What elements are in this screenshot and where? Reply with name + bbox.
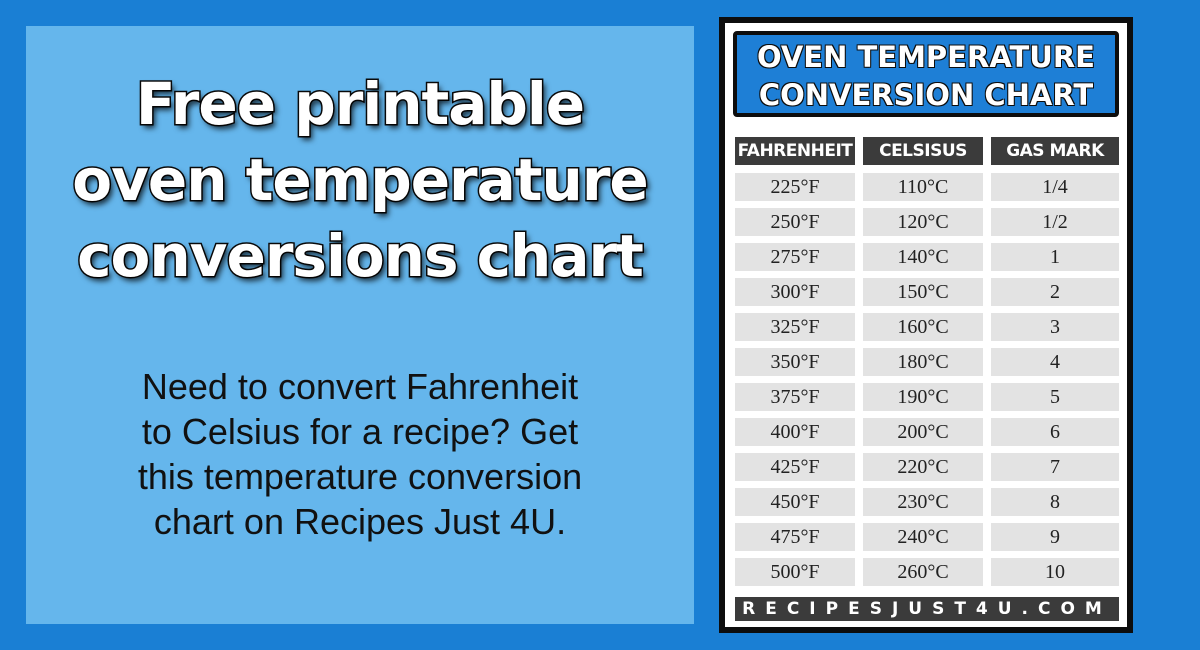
header-fahrenheit: FAHRENHEIT bbox=[735, 137, 855, 165]
description-line: to Celsius for a recipe? Get bbox=[141, 411, 579, 452]
chart-title-line: CONVERSION CHART bbox=[758, 78, 1094, 112]
headline-line: conversions chart bbox=[76, 221, 646, 292]
cell-celsius: 260°C bbox=[863, 558, 983, 586]
cell-fahrenheit: 500°F bbox=[735, 558, 855, 586]
cell-gas-mark: 10 bbox=[991, 558, 1119, 586]
cell-fahrenheit: 275°F bbox=[735, 243, 855, 271]
website-footer: RECIPESJUST4U.COM bbox=[735, 597, 1119, 621]
description-line: Need to convert Fahrenheit bbox=[141, 366, 579, 407]
cell-celsius: 120°C bbox=[863, 208, 983, 236]
cell-gas-mark: 8 bbox=[991, 488, 1119, 516]
cell-celsius: 110°C bbox=[863, 173, 983, 201]
cell-fahrenheit: 325°F bbox=[735, 313, 855, 341]
cell-gas-mark: 1 bbox=[991, 243, 1119, 271]
headline-line: Free printable bbox=[134, 69, 586, 140]
headline: Free printable oven temperature conversi… bbox=[26, 66, 694, 294]
cell-gas-mark: 4 bbox=[991, 348, 1119, 376]
cell-gas-mark: 1/2 bbox=[991, 208, 1119, 236]
cell-fahrenheit: 375°F bbox=[735, 383, 855, 411]
headline-line: oven temperature bbox=[71, 145, 651, 216]
cell-celsius: 160°C bbox=[863, 313, 983, 341]
description-line: chart on Recipes Just 4U. bbox=[153, 501, 567, 542]
chart-title: OVEN TEMPERATURE CONVERSION CHART bbox=[733, 31, 1119, 117]
cell-celsius: 180°C bbox=[863, 348, 983, 376]
cell-fahrenheit: 450°F bbox=[735, 488, 855, 516]
cell-celsius: 190°C bbox=[863, 383, 983, 411]
cell-fahrenheit: 250°F bbox=[735, 208, 855, 236]
cell-gas-mark: 6 bbox=[991, 418, 1119, 446]
cell-fahrenheit: 225°F bbox=[735, 173, 855, 201]
cell-celsius: 240°C bbox=[863, 523, 983, 551]
cell-fahrenheit: 400°F bbox=[735, 418, 855, 446]
cell-gas-mark: 2 bbox=[991, 278, 1119, 306]
conversion-chart: OVEN TEMPERATURE CONVERSION CHART RECIPE… bbox=[725, 23, 1127, 627]
cell-celsius: 150°C bbox=[863, 278, 983, 306]
cell-gas-mark: 7 bbox=[991, 453, 1119, 481]
cell-fahrenheit: 425°F bbox=[735, 453, 855, 481]
cell-celsius: 200°C bbox=[863, 418, 983, 446]
cell-gas-mark: 9 bbox=[991, 523, 1119, 551]
header-celsius: CELSISUS bbox=[863, 137, 983, 165]
cell-gas-mark: 3 bbox=[991, 313, 1119, 341]
cell-fahrenheit: 300°F bbox=[735, 278, 855, 306]
header-gas-mark: GAS MARK bbox=[991, 137, 1119, 165]
cell-gas-mark: 5 bbox=[991, 383, 1119, 411]
promo-panel: Free printable oven temperature conversi… bbox=[26, 26, 694, 624]
cell-fahrenheit: 350°F bbox=[735, 348, 855, 376]
chart-title-line: OVEN TEMPERATURE bbox=[756, 40, 1095, 74]
description-line: this temperature conversion bbox=[137, 456, 583, 497]
cell-celsius: 140°C bbox=[863, 243, 983, 271]
conversion-chart-card: OVEN TEMPERATURE CONVERSION CHART RECIPE… bbox=[719, 17, 1133, 633]
cell-celsius: 230°C bbox=[863, 488, 983, 516]
cell-gas-mark: 1/4 bbox=[991, 173, 1119, 201]
cell-celsius: 220°C bbox=[863, 453, 983, 481]
cell-fahrenheit: 475°F bbox=[735, 523, 855, 551]
description: Need to convert Fahrenheit to Celsius fo… bbox=[46, 364, 674, 544]
